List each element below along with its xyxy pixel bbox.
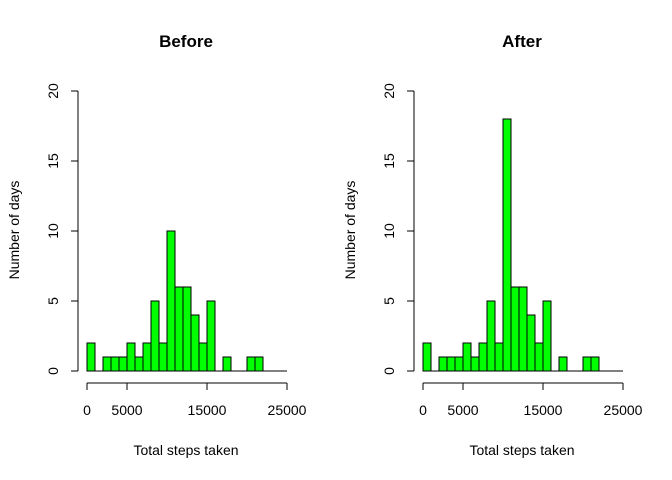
histogram-bar: [422, 342, 432, 372]
histogram-bar: [518, 286, 528, 372]
y-axis-label: Number of days: [6, 181, 22, 280]
x-tick-label: 15000: [188, 402, 227, 418]
histogram-bar: [462, 342, 472, 372]
y-tick-label: 15: [45, 153, 61, 169]
histogram-bar: [198, 342, 208, 372]
histogram-bar: [254, 356, 264, 372]
y-tick-label: 15: [381, 153, 397, 169]
histogram-bar: [526, 314, 536, 372]
histogram-bar: [158, 342, 168, 372]
x-tick-label: 5000: [111, 402, 142, 418]
bars-group: [422, 118, 623, 372]
axes-group: 0 5 10 15 20 0 5000 15000 25000: [45, 83, 307, 418]
histogram-bar: [118, 356, 128, 372]
y-tick-label: 5: [45, 297, 61, 305]
histogram-bar: [470, 356, 480, 372]
histogram-bar: [126, 342, 136, 372]
histogram-bar: [446, 356, 456, 372]
y-tick-label: 0: [381, 367, 397, 375]
y-tick-label: 20: [381, 83, 397, 99]
x-axis-label: Total steps taken: [133, 442, 238, 458]
histogram-bar: [142, 342, 152, 372]
histogram-bar: [502, 118, 512, 372]
histogram-bar: [190, 314, 200, 372]
x-tick-label: 0: [83, 402, 91, 418]
y-axis-label: Number of days: [342, 181, 358, 280]
histogram-bar: [166, 230, 176, 372]
x-tick-label: 25000: [268, 402, 307, 418]
x-tick-label: 0: [419, 402, 427, 418]
histogram-bar: [174, 286, 184, 372]
y-tick-label: 10: [45, 223, 61, 239]
histogram-bar: [590, 356, 600, 372]
histogram-bar: [582, 356, 592, 372]
histogram-bar: [182, 286, 192, 372]
histogram-bar: [102, 356, 112, 372]
chart-title: Before: [159, 32, 213, 51]
histogram-bar: [246, 356, 256, 372]
histogram-bar: [134, 356, 144, 372]
x-tick-label: 5000: [447, 402, 478, 418]
histogram-bar: [494, 342, 504, 372]
y-tick-label: 10: [381, 223, 397, 239]
x-axis-label: Total steps taken: [469, 442, 574, 458]
chart-title: After: [502, 32, 542, 51]
histogram-bar: [86, 342, 96, 372]
histogram-bar: [478, 342, 488, 372]
bars-group: [86, 230, 287, 372]
histogram-bar: [558, 356, 568, 372]
histogram-bar: [542, 300, 552, 372]
histogram-bar: [438, 356, 448, 372]
histogram-bar: [534, 342, 544, 372]
y-tick-label: 5: [381, 297, 397, 305]
panel-after: After Total steps taken Number of days 0…: [342, 32, 643, 458]
histogram-bar: [510, 286, 520, 372]
histogram-bar: [454, 356, 464, 372]
panel-before: Before Total steps taken Number of days …: [6, 32, 307, 458]
histogram-bar: [486, 300, 496, 372]
x-tick-label: 25000: [604, 402, 643, 418]
histogram-bar: [110, 356, 120, 372]
y-tick-label: 0: [45, 367, 61, 375]
histogram-bar: [206, 300, 216, 372]
axes-group: 0 5 10 15 20 0 5000 15000 25000: [381, 83, 643, 418]
histogram-bar: [222, 356, 232, 372]
x-tick-label: 15000: [524, 402, 563, 418]
histogram-bar: [150, 300, 160, 372]
y-tick-label: 20: [45, 83, 61, 99]
